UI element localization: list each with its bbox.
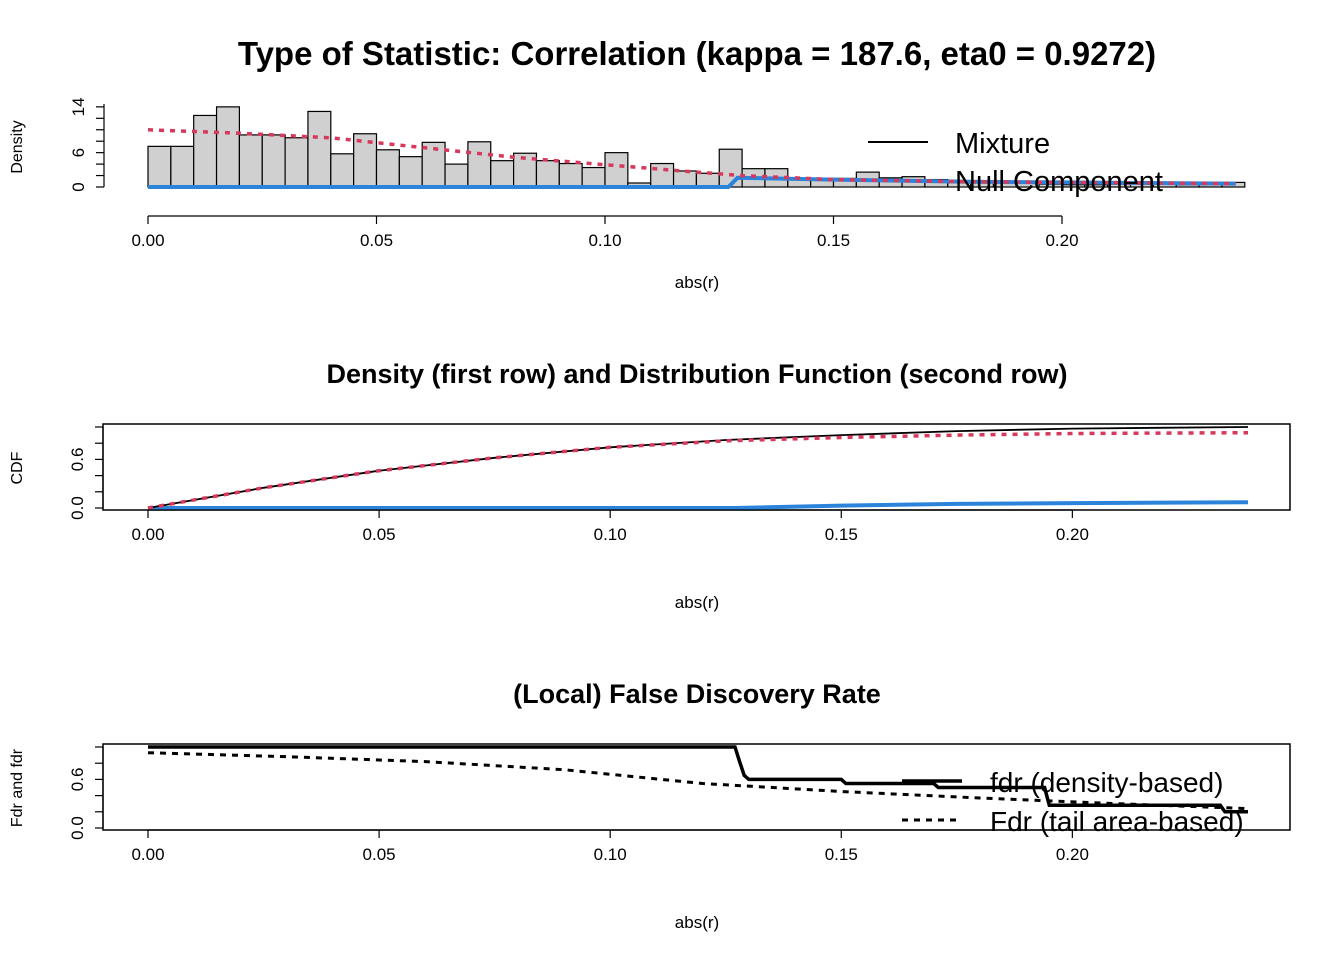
histogram-x-tick-label: 0.00: [131, 231, 164, 250]
fdr-y-tick-label: 0.6: [68, 768, 87, 792]
histogram-y-tick-label: 6: [69, 148, 88, 157]
cdf-plot-frame: [102, 423, 1291, 511]
cdf-x-tick-label: 0.00: [131, 525, 164, 544]
mixture-line: [147, 128, 1236, 186]
fdr-x-tick-label: 0.15: [825, 845, 858, 864]
cdf-null-line: [148, 500, 1249, 510]
cdf-x-tick-label: 0.10: [594, 525, 627, 544]
histogram-bar: [147, 145, 172, 188]
fdr-x-tick-label: 0.05: [363, 845, 396, 864]
histogram-title: Type of Statistic: Correlation (kappa = …: [238, 35, 1156, 72]
fdr-legend: fdr (density-based) Fdr (tail area-based…: [902, 767, 1244, 837]
cdf-mixture-line: [147, 426, 1249, 509]
cdf-panel: Density (first row) and Distribution Fun…: [9, 359, 1291, 612]
cdf-x-tick-label: 0.20: [1056, 525, 1089, 544]
histogram-xlabel: abs(r): [675, 273, 719, 292]
histogram-bar: [398, 156, 423, 188]
fdr-x-tick-label: 0.20: [1056, 845, 1089, 864]
fdr-ylabel: Fdr and fdr: [9, 748, 26, 827]
histogram-bar: [718, 148, 743, 188]
histogram-bar: [672, 170, 697, 188]
cdf-y-tick-label: 0.6: [68, 448, 87, 472]
cdf-xlabel: abs(r): [675, 593, 719, 612]
histogram-bar: [238, 134, 263, 188]
histogram-y-tick-label: 14: [69, 97, 88, 116]
cdf-ylabel: CDF: [9, 451, 26, 484]
histogram-bar: [284, 137, 309, 188]
histogram-x-tick-label: 0.20: [1045, 231, 1078, 250]
legend-mixture-label: Mixture: [955, 128, 1050, 160]
histogram-bar: [330, 153, 355, 188]
histogram-bar: [467, 141, 492, 188]
histogram-bar: [695, 172, 720, 188]
fdr-x-tick-label: 0.10: [594, 845, 627, 864]
histogram-x-tick-label: 0.15: [817, 231, 850, 250]
Fdr-tail-line: [147, 751, 1249, 811]
fdr-title: (Local) False Discovery Rate: [513, 679, 881, 709]
histogram-x-tick-label: 0.05: [360, 231, 393, 250]
histogram-bar: [193, 114, 218, 188]
histogram-x-tick-label: 0.10: [588, 231, 621, 250]
histogram-bar: [375, 149, 400, 188]
cdf-title: Density (first row) and Distribution Fun…: [327, 359, 1068, 389]
histogram-bar: [215, 106, 241, 188]
cdf-fitted-line: [147, 430, 1249, 510]
histogram-bar: [444, 163, 469, 188]
legend-Fdr-label: Fdr (tail area-based): [990, 806, 1244, 837]
fdr-xlabel: abs(r): [675, 913, 719, 932]
histogram-bar: [604, 152, 629, 188]
legend-fdr-label: fdr (density-based): [990, 767, 1223, 798]
fdr-x-tick-label: 0.00: [131, 845, 164, 864]
histogram-bar: [581, 166, 606, 188]
histogram-bar: [261, 134, 286, 188]
histogram-bar: [307, 110, 332, 188]
histogram-ylabel: Density: [9, 120, 26, 173]
cdf-x-tick-label: 0.15: [825, 525, 858, 544]
histogram-bar: [535, 160, 560, 188]
cdf-x-tick-label: 0.05: [363, 525, 396, 544]
fdr-y-tick-label: 0.0: [68, 816, 87, 840]
histogram-y-tick-label: 0: [69, 182, 88, 191]
cdf-y-tick-label: 0.0: [68, 496, 87, 520]
histogram-bar: [490, 160, 515, 188]
histogram-bar: [170, 145, 195, 188]
fdr-panel: (Local) False Discovery Rate abs(r) Fdr …: [9, 679, 1291, 932]
histogram-panel: Type of Statistic: Correlation (kappa = …: [9, 35, 1246, 292]
fdr-density-line: [148, 745, 1248, 814]
histogram-legend: Mixture Null Component: [868, 128, 1163, 198]
legend-null-label: Null Component: [955, 166, 1163, 198]
histogram-bar: [558, 162, 583, 188]
